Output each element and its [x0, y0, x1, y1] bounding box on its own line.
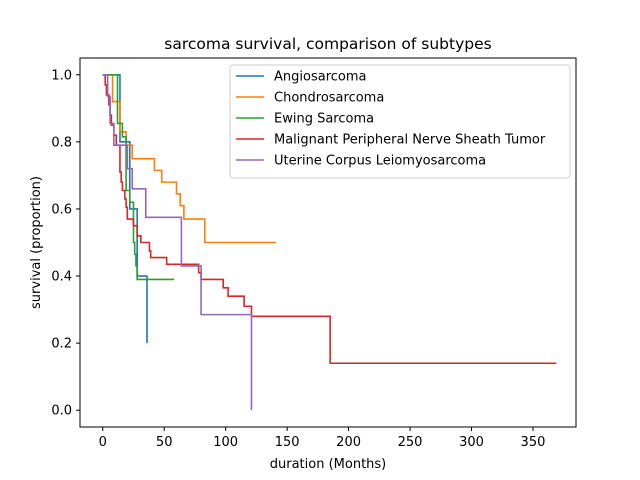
x-axis-label: duration (Months) [270, 457, 387, 472]
series-line-3 [102, 73, 175, 281]
y-tick-label: 0.4 [51, 270, 72, 285]
series-line-4 [102, 73, 557, 365]
legend-entry: Ewing Sarcoma [274, 112, 374, 127]
legend-entry: Chondrosarcoma [274, 91, 384, 106]
y-axis-ticks: 0.0 0.2 0.4 0.6 0.8 1.0 [51, 68, 80, 419]
series-line-1 [102, 73, 148, 344]
legend-entry: Malignant Peripheral Nerve Sheath Tumor [274, 133, 546, 148]
y-axis-label: survival (proportion) [29, 176, 44, 309]
y-tick-label: 1.0 [51, 68, 72, 83]
legend-entry: Uterine Corpus Leiomyosarcoma [274, 154, 486, 169]
x-tick-label: 50 [156, 435, 173, 450]
x-tick-label: 150 [275, 435, 300, 450]
chart-title: sarcoma survival, comparison of subtypes [164, 35, 491, 53]
y-tick-label: 0.2 [51, 337, 72, 352]
x-tick-label: 0 [99, 435, 107, 450]
y-tick-label: 0.6 [51, 202, 72, 217]
legend-entry: Angiosarcoma [274, 70, 366, 85]
x-tick-label: 300 [459, 435, 484, 450]
y-tick-label: 0.8 [51, 135, 72, 150]
series-layer [102, 73, 557, 411]
legend-box [229, 64, 571, 179]
plot-frame [79, 57, 577, 428]
series-line-2 [102, 73, 277, 244]
x-tick-label: 200 [336, 435, 361, 450]
y-tick-label: 0.0 [51, 404, 72, 419]
x-tick-label: 250 [398, 435, 423, 450]
x-tick-label: 350 [521, 435, 546, 450]
series-line-5 [102, 73, 253, 411]
legend: Angiosarcoma Chondrosarcoma Ewing Sarcoma M… [229, 64, 571, 179]
x-tick-label: 100 [213, 435, 238, 450]
x-axis-ticks: 0 50 100 150 200 250 300 350 [99, 427, 546, 450]
